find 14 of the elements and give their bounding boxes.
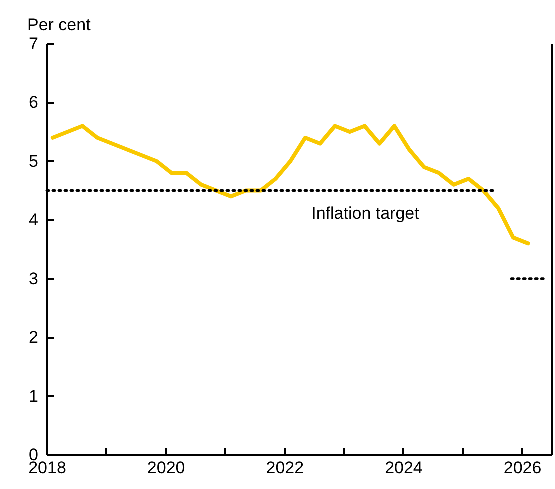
y-axis-title: Per cent [28, 16, 92, 34]
y-tick-label: 4 [29, 210, 38, 230]
y-tick-label: 7 [29, 34, 38, 54]
y-tick-label: 3 [29, 269, 38, 288]
x-tick-label: 2020 [147, 458, 186, 478]
x-tick-label: 2022 [266, 458, 304, 478]
line-series [50, 124, 530, 246]
x-tick-label: 2026 [504, 458, 542, 478]
y-tick-label: 1 [29, 386, 38, 406]
y-tick-label: 2 [29, 328, 38, 348]
y-tick-label: 5 [29, 152, 38, 171]
y-tick-label: 6 [29, 93, 38, 112]
series-label: Inflation target [312, 204, 420, 223]
x-tick-label: 2024 [385, 458, 423, 478]
